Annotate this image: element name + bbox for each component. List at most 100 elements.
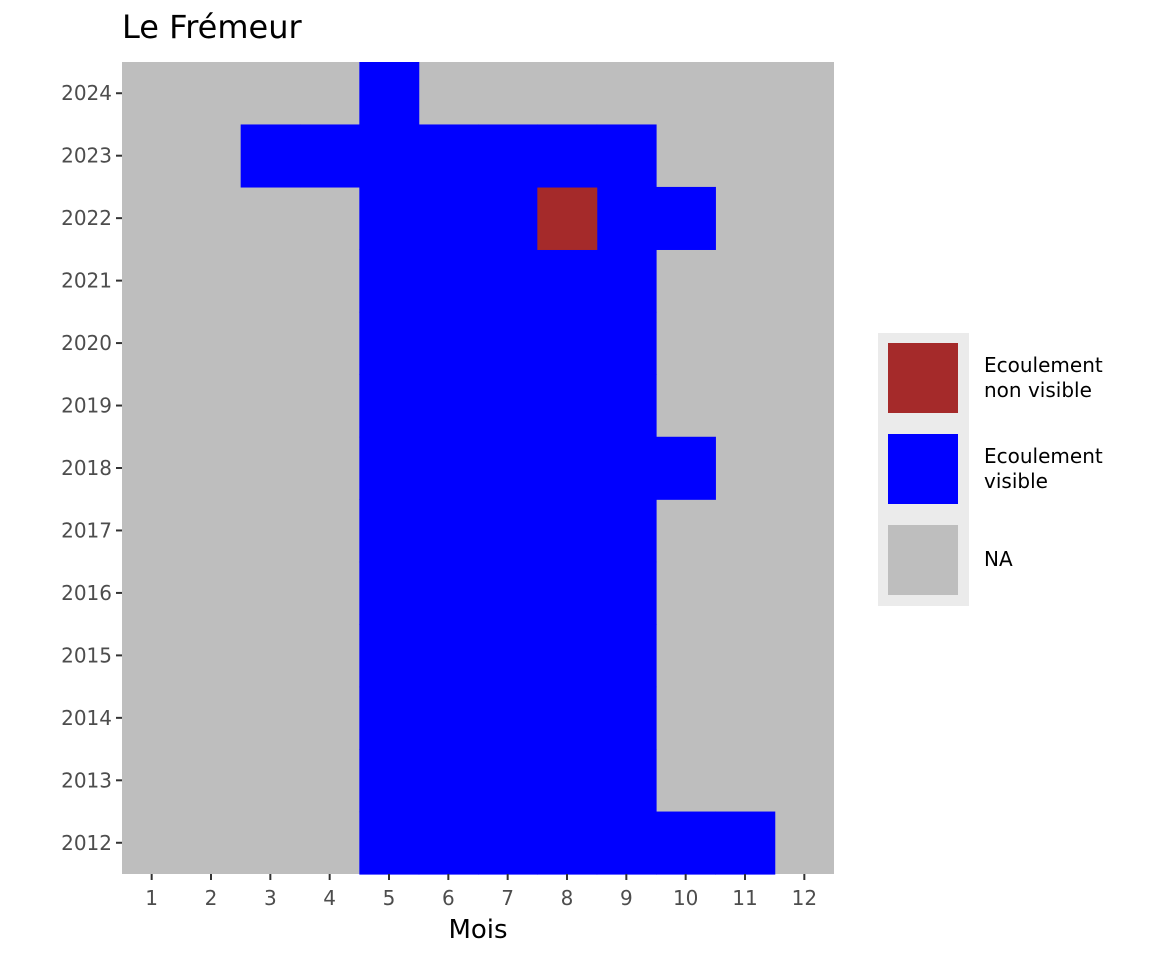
x-tick-label: 10 xyxy=(673,886,698,910)
x-tick-label: 7 xyxy=(501,886,514,910)
cell-2016-9-visible xyxy=(596,561,657,625)
x-tick-label: 3 xyxy=(264,886,277,910)
y-tick-label: 2018 xyxy=(61,456,112,480)
cell-2018-5-visible xyxy=(359,436,420,500)
cell-2015-8-visible xyxy=(537,624,598,688)
x-tick-label: 12 xyxy=(792,886,817,910)
x-tick-label: 8 xyxy=(561,886,574,910)
x-axis-title: Mois xyxy=(448,915,507,945)
cell-2017-8-visible xyxy=(537,499,598,563)
x-tick-label: 5 xyxy=(383,886,396,910)
cell-2022-9-visible xyxy=(596,186,657,250)
cell-2018-7-visible xyxy=(478,436,538,500)
y-tick-label: 2016 xyxy=(61,581,112,605)
cell-2017-9-visible xyxy=(596,499,657,563)
chart-title: Le Frémeur xyxy=(122,8,302,46)
x-tick-label: 1 xyxy=(145,886,158,910)
cell-2022-10-visible xyxy=(656,186,716,250)
y-tick-label: 2015 xyxy=(61,643,112,667)
cell-2022-8-non-visible xyxy=(537,186,598,250)
cell-2019-8-visible xyxy=(537,374,598,438)
cell-2020-6-visible xyxy=(418,311,479,375)
cell-2021-7-visible xyxy=(478,249,538,313)
cell-2014-5-visible xyxy=(359,686,420,750)
y-tick-label: 2012 xyxy=(61,831,112,855)
cell-2021-6-visible xyxy=(418,249,479,313)
cell-2016-6-visible xyxy=(418,561,479,625)
cell-2019-5-visible xyxy=(359,374,420,438)
cell-2014-9-visible xyxy=(596,686,657,750)
cell-2015-6-visible xyxy=(418,624,479,688)
cell-2019-7-visible xyxy=(478,374,538,438)
x-axis: 1 2 3 4 5 6 7 8 9 10 11 12 xyxy=(145,874,817,910)
cell-2022-7-visible xyxy=(478,186,538,250)
legend-label-na: NA xyxy=(984,547,1013,571)
cell-2014-7-visible xyxy=(478,686,538,750)
y-tick-label: 2019 xyxy=(61,394,112,418)
cell-2021-5-visible xyxy=(359,249,420,313)
cell-2023-9-visible xyxy=(596,124,657,188)
cell-2013-9-visible xyxy=(596,749,657,813)
cell-2017-5-visible xyxy=(359,499,420,563)
cell-2018-9-visible xyxy=(596,436,657,500)
x-tick-label: 6 xyxy=(442,886,455,910)
cell-2020-8-visible xyxy=(537,311,598,375)
y-tick-label: 2022 xyxy=(61,206,112,230)
cell-2012-7-visible xyxy=(478,811,538,875)
cell-2012-9-visible xyxy=(596,811,657,875)
cell-2023-7-visible xyxy=(478,124,538,188)
cell-2013-7-visible xyxy=(478,749,538,813)
cell-2014-8-visible xyxy=(537,686,598,750)
cell-2012-5-visible xyxy=(359,811,420,875)
y-tick-label: 2021 xyxy=(61,269,112,293)
cell-2020-9-visible xyxy=(596,311,657,375)
cell-2018-6-visible xyxy=(418,436,479,500)
cell-2018-10-visible xyxy=(656,436,716,500)
legend xyxy=(878,333,969,606)
cell-2020-5-visible xyxy=(359,311,420,375)
cell-2015-9-visible xyxy=(596,624,657,688)
cell-2017-7-visible xyxy=(478,499,538,563)
cell-2012-10-visible xyxy=(656,811,716,875)
cell-2018-8-visible xyxy=(537,436,598,500)
cell-2022-6-visible xyxy=(418,186,479,250)
y-tick-label: 2023 xyxy=(61,144,112,168)
cell-2021-8-visible xyxy=(537,249,598,313)
cell-2023-3-visible xyxy=(240,124,301,188)
cell-2019-9-visible xyxy=(596,374,657,438)
cells-layer xyxy=(240,62,776,875)
y-tick-label: 2017 xyxy=(61,518,112,542)
cell-2023-8-visible xyxy=(537,124,598,188)
legend-key-na xyxy=(888,525,958,595)
legend-label-visible: Ecoulement visible xyxy=(984,444,1103,493)
legend-key-visible xyxy=(888,434,958,504)
y-tick-label: 2024 xyxy=(61,81,112,105)
cell-2014-6-visible xyxy=(418,686,479,750)
cell-2020-7-visible xyxy=(478,311,538,375)
cell-2023-5-visible xyxy=(359,124,420,188)
x-tick-label: 11 xyxy=(732,886,757,910)
cell-2023-6-visible xyxy=(418,124,479,188)
cell-2022-5-visible xyxy=(359,186,420,250)
cell-2017-6-visible xyxy=(418,499,479,563)
cell-2021-9-visible xyxy=(596,249,657,313)
cell-2012-6-visible xyxy=(418,811,479,875)
cell-2023-4-visible xyxy=(300,124,360,188)
cell-2013-6-visible xyxy=(418,749,479,813)
cell-2024-5-visible xyxy=(359,62,420,126)
y-tick-label: 2020 xyxy=(61,331,112,355)
x-tick-label: 2 xyxy=(205,886,218,910)
cell-2019-6-visible xyxy=(418,374,479,438)
x-tick-label: 4 xyxy=(323,886,336,910)
cell-2016-8-visible xyxy=(537,561,598,625)
legend-key-non-visible xyxy=(888,343,958,413)
cell-2016-5-visible xyxy=(359,561,420,625)
cell-2012-11-visible xyxy=(715,811,776,875)
y-tick-label: 2013 xyxy=(61,768,112,792)
cell-2013-5-visible xyxy=(359,749,420,813)
cell-2015-5-visible xyxy=(359,624,420,688)
cell-2013-8-visible xyxy=(537,749,598,813)
x-tick-label: 9 xyxy=(620,886,633,910)
y-tick-label: 2014 xyxy=(61,706,112,730)
